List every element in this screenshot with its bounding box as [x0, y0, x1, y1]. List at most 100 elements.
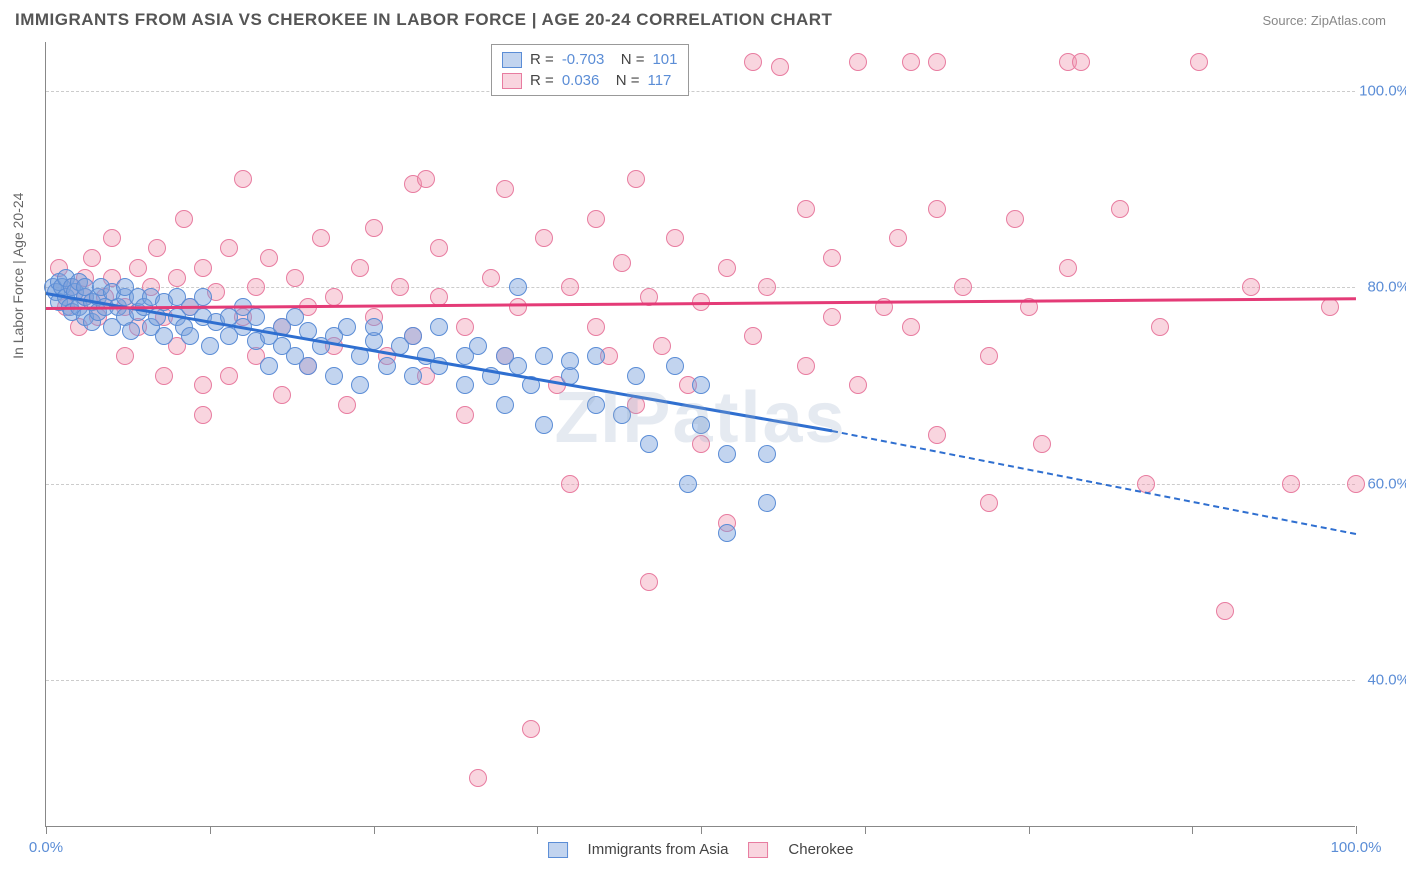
n-label: N = [612, 51, 644, 68]
cherokee-point [744, 327, 762, 345]
cherokee-point [469, 769, 487, 787]
cherokee-point [116, 347, 134, 365]
cherokee-point [1006, 210, 1024, 228]
cherokee-point [417, 170, 435, 188]
x-tick [1356, 826, 1357, 834]
asia-point [640, 435, 658, 453]
cherokee-point [194, 376, 212, 394]
cherokee-point [194, 406, 212, 424]
x-tick-label: 0.0% [29, 839, 63, 856]
x-tick [537, 826, 538, 834]
y-axis-label: In Labor Force | Age 20-24 [10, 193, 26, 359]
chart-title: IMMIGRANTS FROM ASIA VS CHEROKEE IN LABO… [15, 10, 832, 30]
asia-point [587, 347, 605, 365]
cherokee-point [338, 396, 356, 414]
r-label: R = [530, 72, 554, 89]
asia-point [587, 396, 605, 414]
cherokee-point [1190, 53, 1208, 71]
cherokee-point [286, 269, 304, 287]
cherokee-point [692, 435, 710, 453]
cherokee-point [744, 53, 762, 71]
cherokee-point [758, 278, 776, 296]
asia-point [692, 416, 710, 434]
cherokee-point [234, 170, 252, 188]
cherokee-point [456, 406, 474, 424]
y-tick-label: 100.0% [1359, 83, 1406, 100]
correlation-stats-box: R = -0.703 N = 101 R = 0.036 N = 117 [491, 44, 688, 96]
asia-point [718, 445, 736, 463]
cherokee-point [430, 239, 448, 257]
cherokee-point [155, 367, 173, 385]
chart-plot-area: 40.0%60.0%80.0%100.0%0.0%100.0%In Labor … [45, 42, 1355, 827]
cherokee-point [889, 229, 907, 247]
cherokee-point [587, 210, 605, 228]
stats-row-asia: R = -0.703 N = 101 [502, 49, 677, 70]
asia-point [430, 318, 448, 336]
cherokee-point [1282, 475, 1300, 493]
cherokee-point [260, 249, 278, 267]
cherokee-point [83, 249, 101, 267]
cherokee-point [1059, 259, 1077, 277]
asia-point [718, 524, 736, 542]
asia-point [365, 318, 383, 336]
r-value: 0.036 [562, 72, 600, 89]
source-attribution: Source: ZipAtlas.com [1262, 13, 1386, 28]
cherokee-point [1216, 602, 1234, 620]
gridline [46, 287, 1355, 288]
asia-point [561, 352, 579, 370]
asia-point [378, 357, 396, 375]
asia-point [122, 322, 140, 340]
cherokee-point [928, 426, 946, 444]
cherokee-point [928, 200, 946, 218]
cherokee-point [194, 259, 212, 277]
cherokee-point [456, 318, 474, 336]
cherokee-legend-swatch [748, 842, 768, 858]
asia-swatch [502, 52, 522, 68]
asia-point [535, 347, 553, 365]
asia-point [535, 416, 553, 434]
asia-point [456, 376, 474, 394]
asia-point [509, 357, 527, 375]
asia-point [351, 376, 369, 394]
cherokee-point [1072, 53, 1090, 71]
cherokee-point [613, 254, 631, 272]
cherokee-point [535, 229, 553, 247]
asia-legend-label: Immigrants from Asia [588, 841, 729, 858]
asia-point [201, 337, 219, 355]
x-tick [1192, 826, 1193, 834]
cherokee-point [220, 367, 238, 385]
series-legend: Immigrants from Asia Cherokee [548, 841, 854, 858]
asia-point [181, 327, 199, 345]
asia-legend-swatch [548, 842, 568, 858]
cherokee-point [509, 298, 527, 316]
cherokee-legend-label: Cherokee [788, 841, 853, 858]
asia-point [613, 406, 631, 424]
cherokee-point [797, 200, 815, 218]
gridline [46, 680, 1355, 681]
cherokee-point [325, 288, 343, 306]
header: IMMIGRANTS FROM ASIA VS CHEROKEE IN LABO… [0, 0, 1406, 35]
asia-point [404, 367, 422, 385]
cherokee-point [666, 229, 684, 247]
n-label: N = [607, 72, 639, 89]
n-value: 101 [652, 51, 677, 68]
cherokee-point [849, 376, 867, 394]
asia-point [496, 396, 514, 414]
cherokee-point [561, 475, 579, 493]
cherokee-point [823, 308, 841, 326]
cherokee-point [148, 239, 166, 257]
cherokee-point [718, 259, 736, 277]
x-tick [865, 826, 866, 834]
cherokee-point [351, 259, 369, 277]
n-value: 117 [647, 72, 671, 89]
cherokee-point [522, 720, 540, 738]
x-tick [210, 826, 211, 834]
asia-point [155, 327, 173, 345]
cherokee-point [640, 573, 658, 591]
x-tick [46, 826, 47, 834]
x-tick [701, 826, 702, 834]
cherokee-point [954, 278, 972, 296]
cherokee-point [587, 318, 605, 336]
cherokee-point [247, 278, 265, 296]
cherokee-point [1111, 200, 1129, 218]
